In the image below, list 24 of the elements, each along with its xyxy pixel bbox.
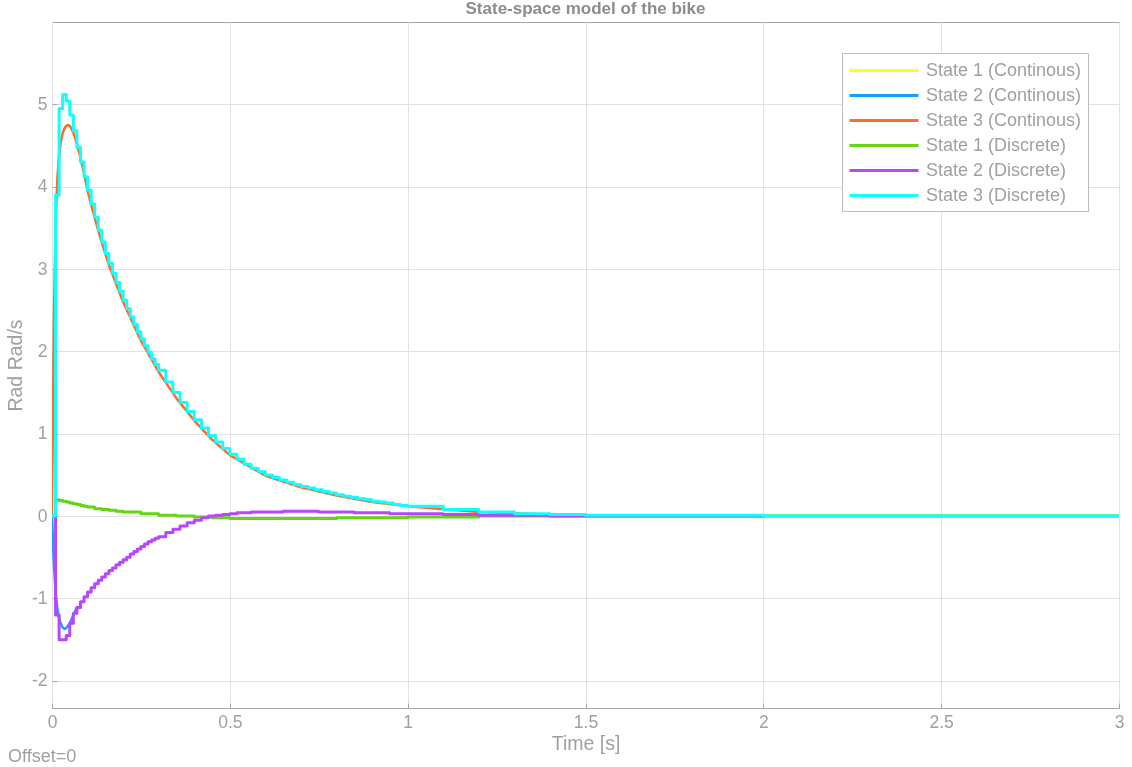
legend-label: State 2 (Continous)	[926, 84, 1082, 105]
chart-title: State-space model of the bike	[465, 0, 706, 18]
y-tick-label: 0	[37, 505, 48, 526]
legend-label: State 1 (Continous)	[926, 59, 1082, 80]
x-tick-label: 1	[403, 711, 414, 732]
legend-label: State 3 (Discrete)	[926, 184, 1067, 205]
x-axis-title: Time [s]	[551, 732, 621, 754]
legend-label: State 3 (Continous)	[926, 109, 1082, 130]
y-tick-label: 3	[37, 258, 48, 279]
y-axis-title: Rad Rad/s	[3, 319, 26, 412]
text: Offset=0	[8, 746, 77, 766]
y-tick-label: 2	[37, 340, 48, 361]
y-tick-label: -1	[31, 587, 48, 608]
y-tick-label: 4	[37, 176, 48, 197]
x-tick-label: 3	[1114, 711, 1125, 732]
y-tick-label: 1	[37, 423, 48, 444]
y-tick-label: -2	[31, 670, 48, 691]
x-tick-label: 2	[758, 711, 769, 732]
legend-label: State 2 (Discrete)	[926, 159, 1067, 180]
x-tick-label: 2.5	[929, 711, 954, 732]
x-tick-label: 1.5	[573, 711, 599, 732]
legend-label: State 1 (Discrete)	[926, 134, 1067, 155]
x-tick-label: 0.5	[218, 711, 243, 732]
y-tick-label: 5	[37, 93, 48, 114]
